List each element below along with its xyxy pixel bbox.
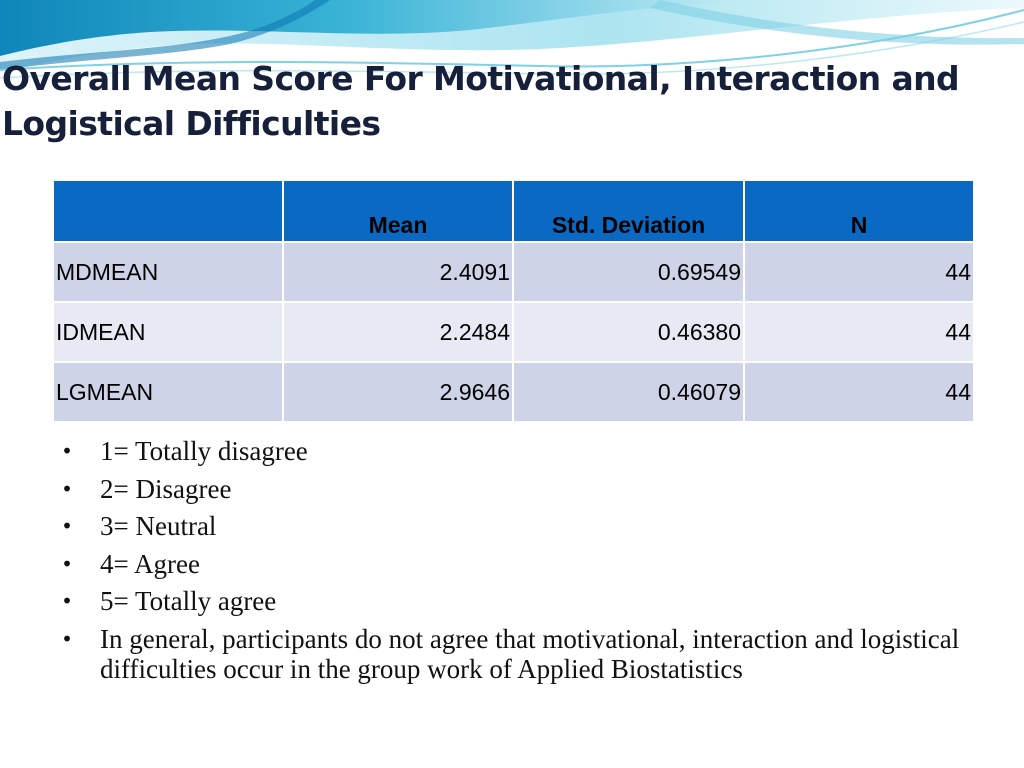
header-n: N: [743, 179, 975, 243]
table-row: MDMEAN 2.4091 0.69549 44: [52, 241, 975, 303]
table-row: IDMEAN 2.2484 0.46380 44: [52, 301, 975, 363]
list-item: • 5= Totally agree: [57, 586, 977, 616]
bullet-icon: •: [61, 589, 73, 613]
header-empty-cell: [52, 179, 284, 243]
std-deviation-value: 0.46079: [512, 361, 745, 423]
list-item-text: 5= Totally agree: [100, 586, 277, 616]
row-label: MDMEAN: [52, 241, 284, 303]
bullet-icon: •: [61, 626, 73, 651]
bullet-icon: •: [61, 514, 73, 538]
list-item: • 1= Totally disagree: [57, 436, 977, 466]
list-item: • 2= Disagree: [57, 474, 977, 504]
statistics-table: Mean Std. Deviation N MDMEAN 2.4091 0.69…: [52, 179, 975, 423]
mean-value: 2.2484: [282, 301, 514, 363]
bullet-icon: •: [61, 439, 73, 463]
std-deviation-value: 0.46380: [512, 301, 745, 363]
mean-value: 2.9646: [282, 361, 514, 423]
n-value: 44: [743, 361, 975, 423]
scale-notes-list: • 1= Totally disagree • 2= Disagree • 3= Ne…: [57, 436, 977, 691]
list-item: • 4= Agree: [57, 549, 977, 579]
header-mean: Mean: [282, 179, 514, 243]
n-value: 44: [743, 241, 975, 303]
list-item-text: 2= Disagree: [100, 473, 232, 504]
mean-value: 2.4091: [282, 241, 514, 303]
list-item: • In general, participants do not agree t…: [57, 624, 977, 684]
table-row: LGMEAN 2.9646 0.46079 44: [52, 361, 975, 423]
list-item-text: In general, participants do not agree th…: [100, 623, 960, 684]
header-std-deviation: Std. Deviation: [512, 179, 745, 243]
slide-title: Overall Mean Score For Motivational, Int…: [2, 59, 960, 143]
list-item: • 3= Neutral: [57, 511, 977, 541]
list-item-text: 1= Totally disagree: [100, 436, 308, 466]
n-value: 44: [743, 301, 975, 363]
list-item-text: 4= Agree: [100, 548, 200, 579]
table-header-row: Mean Std. Deviation N: [52, 179, 975, 243]
bullet-icon: •: [61, 476, 73, 501]
list-item-text: 3= Neutral: [100, 511, 217, 541]
header-wave-decoration: [0, 0, 1024, 79]
std-deviation-value: 0.69549: [512, 241, 745, 303]
row-label: IDMEAN: [52, 301, 284, 363]
bullet-icon: •: [61, 551, 73, 576]
row-label: LGMEAN: [52, 361, 284, 423]
